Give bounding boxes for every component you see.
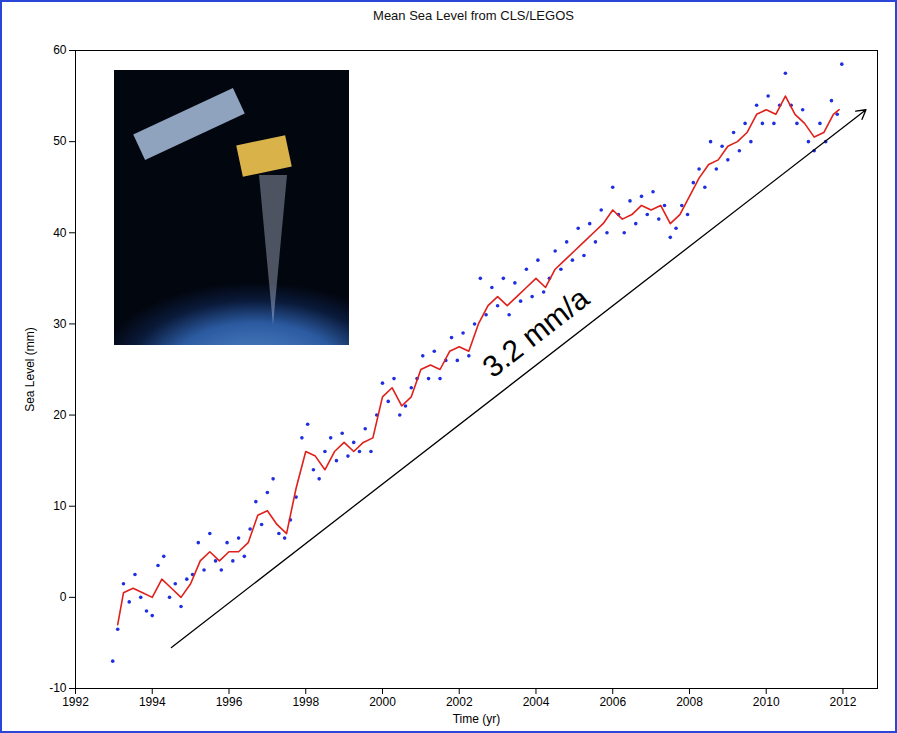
svg-text:30: 30 xyxy=(53,317,67,331)
svg-text:40: 40 xyxy=(53,226,67,240)
svg-text:20: 20 xyxy=(53,408,67,422)
svg-text:-10: -10 xyxy=(49,681,67,695)
svg-text:1992: 1992 xyxy=(62,695,89,709)
svg-text:2010: 2010 xyxy=(753,695,780,709)
html-text:Mean Sea Level from CLS/LEGOS: Mean Sea Level from CLS/LEGOS xyxy=(373,8,574,23)
svg-text:2000: 2000 xyxy=(369,695,396,709)
svg-text:0: 0 xyxy=(60,590,67,604)
svg-text:2006: 2006 xyxy=(599,695,626,709)
svg-text:Time (yr): Time (yr) xyxy=(453,712,501,726)
svg-text:10: 10 xyxy=(53,499,67,513)
svg-text:2004: 2004 xyxy=(523,695,550,709)
svg-text:1994: 1994 xyxy=(139,695,166,709)
svg-text:2008: 2008 xyxy=(676,695,703,709)
svg-text:2012: 2012 xyxy=(830,695,857,709)
svg-text:2002: 2002 xyxy=(446,695,473,709)
svg-text:50: 50 xyxy=(53,134,67,148)
svg-text:Sea Level (mm): Sea Level (mm) xyxy=(23,327,37,412)
svg-text:1996: 1996 xyxy=(216,695,243,709)
svg-text:60: 60 xyxy=(53,43,67,57)
svg-text:3.2 mm/a: 3.2 mm/a xyxy=(476,281,595,384)
svg-text:1998: 1998 xyxy=(292,695,319,709)
